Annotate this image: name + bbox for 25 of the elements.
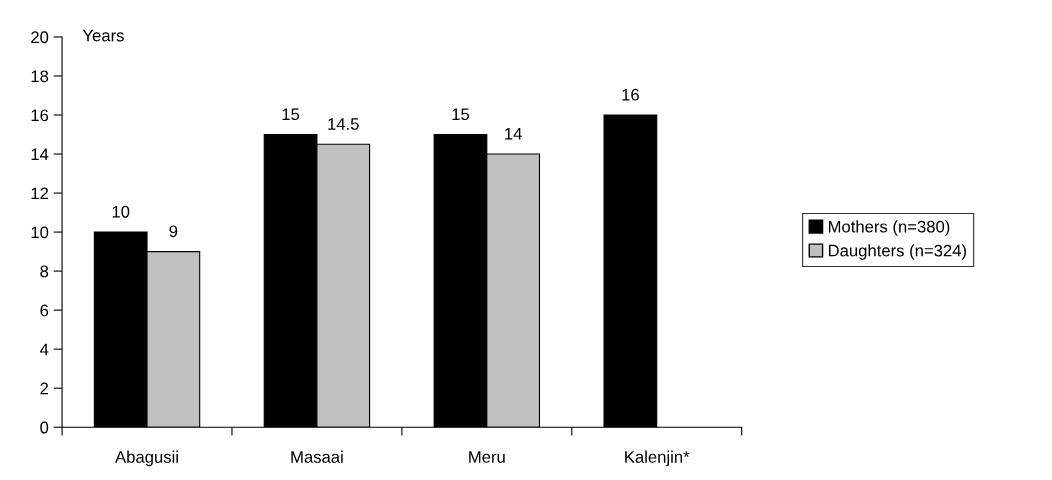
- data-label: 9: [169, 225, 178, 238]
- x-tick-label: Masaai: [291, 450, 343, 463]
- x-tick-label: Meru: [469, 451, 505, 463]
- y-tick-label: 10: [31, 226, 49, 239]
- legend-label: Mothers (n=380): [828, 220, 950, 236]
- y-tick-label: 4: [39, 343, 49, 356]
- y-tick-label: 20: [31, 31, 49, 44]
- data-label: 15: [282, 108, 300, 121]
- y-tick-label: 18: [31, 70, 49, 83]
- data-label: 14: [505, 128, 522, 140]
- y-axis-title: Years: [82, 29, 124, 42]
- y-tick-label: 0: [40, 421, 49, 434]
- data-label: 16: [622, 88, 639, 101]
- y-tick-label: 16: [31, 109, 49, 122]
- y-tick-label: 12: [31, 187, 49, 200]
- y-tick-label: 14: [31, 148, 49, 161]
- y-tick-label: 6: [40, 304, 49, 317]
- y-tick-label: 2: [40, 382, 49, 395]
- data-label: 15: [452, 108, 470, 121]
- x-tick-label: Kalenjin*: [625, 450, 690, 467]
- legend-label: Daughters (n=324): [828, 244, 966, 260]
- x-tick-label: Abagusii: [115, 450, 178, 467]
- y-tick-label: 8: [40, 265, 49, 278]
- data-label: 14.5: [328, 118, 359, 130]
- data-label: 10: [112, 205, 130, 218]
